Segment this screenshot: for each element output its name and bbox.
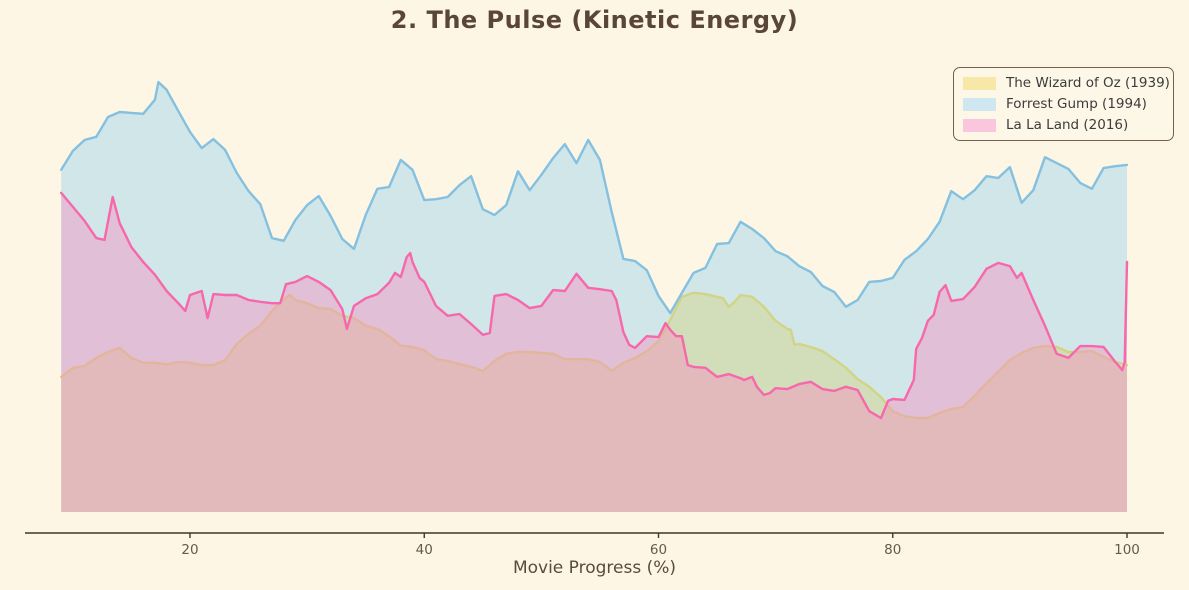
series-area-la-la-land-2016 [61, 192, 1128, 512]
legend-swatch-icon [963, 118, 996, 132]
series-line-forrest-gump-1994 [60, 80, 1129, 315]
legend-item-la-la-land-2016: La La Land (2016) [963, 117, 1164, 133]
x-tick-label-40: 40 [416, 542, 433, 558]
x-tick-label-100: 100 [1114, 542, 1140, 558]
x-tick-label-60: 60 [650, 542, 667, 558]
legend-label: Forrest Gump (1994) [1006, 96, 1147, 112]
series-line-la-la-land-2016 [60, 191, 1129, 420]
x-tick-label-20: 20 [181, 542, 198, 558]
legend-swatch-icon [963, 97, 996, 111]
x-tick-label-80: 80 [884, 542, 901, 558]
legend-swatch-icon [963, 76, 996, 90]
legend-item-forrest-gump-1994: Forrest Gump (1994) [963, 96, 1164, 112]
legend-item-the-wizard-of-oz-1939: The Wizard of Oz (1939) [963, 75, 1170, 91]
chart-title: 2. The Pulse (Kinetic Energy) [390, 6, 799, 34]
series-area-forrest-gump-1994 [61, 82, 1128, 512]
legend-label: The Wizard of Oz (1939) [1006, 75, 1170, 91]
legend: The Wizard of Oz (1939) Forrest Gump (199… [953, 67, 1174, 141]
legend-label: La La Land (2016) [1006, 117, 1129, 133]
x-axis-label: Movie Progress (%) [512, 558, 677, 578]
